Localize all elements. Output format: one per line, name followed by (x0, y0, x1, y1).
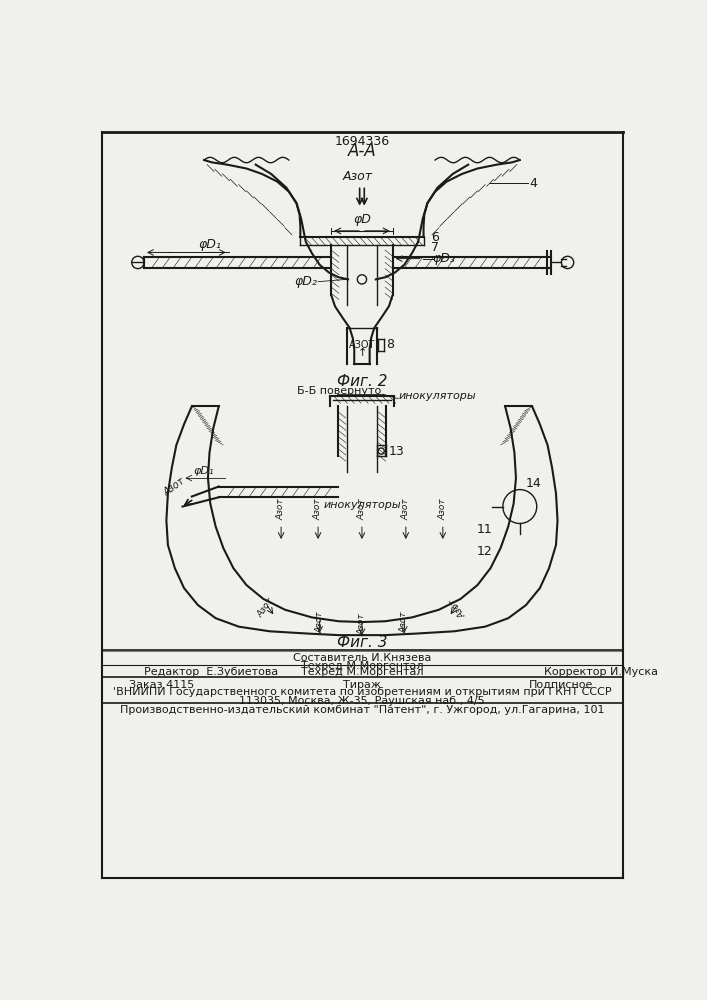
Text: Техред М.Моргентал: Техред М.Моргентал (300, 667, 423, 677)
Text: Азот: Азот (358, 499, 366, 520)
Text: φD₁: φD₁ (194, 466, 214, 476)
Text: Заказ 4115: Заказ 4115 (129, 680, 194, 690)
Text: Азот: Азот (314, 499, 322, 520)
Text: Азот: Азот (256, 596, 276, 619)
Text: Азот: Азот (399, 611, 409, 633)
Text: Азот: Азот (358, 614, 366, 635)
Text: Азот: Азот (163, 476, 187, 497)
Text: А-А: А-А (348, 142, 376, 160)
Text: Фиг. 3: Фиг. 3 (337, 635, 387, 650)
Text: 11: 11 (477, 523, 493, 536)
Text: Составитель И.Князева: Составитель И.Князева (293, 653, 431, 663)
Text: 1694336: 1694336 (334, 135, 390, 148)
Text: Азот: Азот (402, 499, 410, 520)
Text: 'ВНИИПИ Государственного комитета по изобретениям и открытиям при ГКНТ СССР: 'ВНИИПИ Государственного комитета по изо… (112, 687, 612, 697)
Text: Азот: Азот (343, 170, 373, 183)
Text: 12: 12 (477, 545, 493, 558)
Text: 8: 8 (387, 338, 395, 351)
Text: АЗОТ: АЗОТ (349, 340, 375, 350)
Text: Азот: Азот (276, 499, 286, 520)
Text: ↑: ↑ (357, 348, 367, 358)
Text: 4: 4 (529, 177, 537, 190)
Text: φD: φD (353, 213, 371, 226)
Text: Азот: Азот (438, 499, 448, 520)
Text: φD₃: φD₃ (433, 252, 456, 265)
Text: Подписное: Подписное (529, 680, 593, 690)
Text: Азот: Азот (315, 611, 324, 633)
Text: Производственно-издательский комбинат "Патент", г. Ужгород, ул.Гагарина, 101: Производственно-издательский комбинат "П… (119, 705, 604, 715)
Text: Фиг. 2: Фиг. 2 (337, 374, 387, 389)
Text: 13: 13 (389, 445, 404, 458)
Text: φD₂: φD₂ (294, 275, 317, 288)
Text: Тираж: Тираж (343, 680, 381, 690)
Text: Азот: Азот (448, 596, 468, 619)
Text: 14: 14 (525, 477, 541, 490)
Text: φD₁: φD₁ (198, 238, 221, 251)
Text: 7: 7 (431, 241, 439, 254)
Text: Корректор И.Муска: Корректор И.Муска (544, 667, 658, 677)
Text: Редактор  Е.Зубиетова: Редактор Е.Зубиетова (144, 667, 279, 677)
Text: 113035, Москва, Ж-35, Раушская наб., 4/5: 113035, Москва, Ж-35, Раушская наб., 4/5 (239, 696, 485, 706)
Text: Б-Б повернуто: Б-Б повернуто (297, 386, 381, 396)
Text: 6: 6 (431, 231, 439, 244)
Text: инокуляторы: инокуляторы (323, 500, 401, 510)
Text: Техред М.Моргентал: Техред М.Моргентал (300, 661, 423, 671)
Text: инокуляторы: инокуляторы (398, 391, 476, 401)
